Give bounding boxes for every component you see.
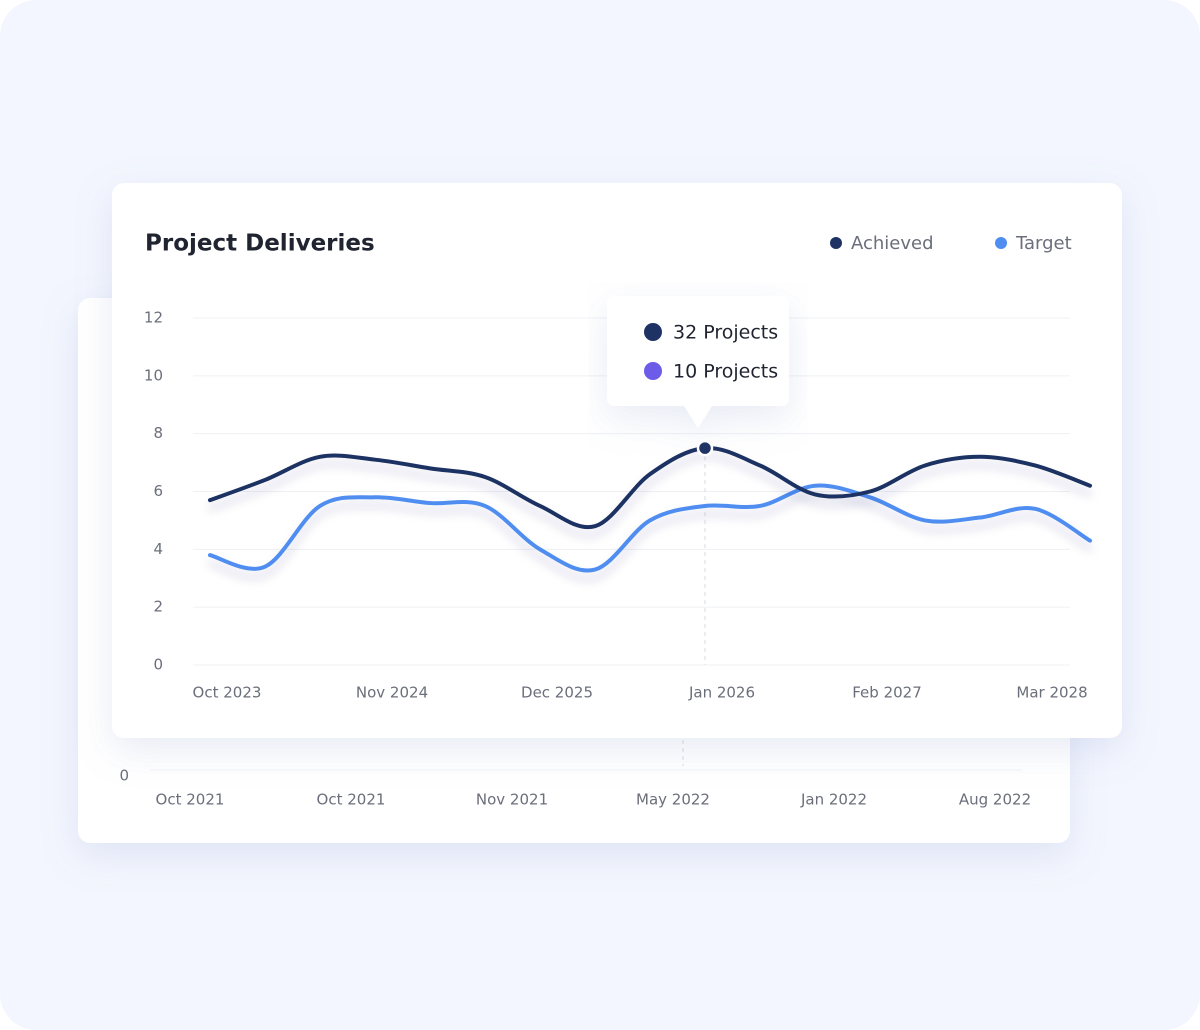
x-tick-label: Jan 2022 [800,791,867,809]
series-line [208,483,1092,573]
y-tick-label: 0 [119,767,129,785]
x-tick-label: Feb 2027 [852,684,922,702]
legend-label: Achieved [851,233,934,254]
tooltip-text: 10 Projects [673,361,778,383]
tooltip-dot [644,362,662,380]
x-tick-label: Oct 2021 [317,791,386,809]
y-tick-label: 0 [153,656,163,674]
x-tick-label: Dec 2025 [521,684,593,702]
tooltip-text: 32 Projects [673,322,778,344]
series-line [208,446,1092,530]
tooltip-dot [644,323,662,341]
hover-point [696,439,714,457]
legend-dot [830,237,842,249]
y-tick-label: 12 [144,309,163,327]
main-card: Project Deliveries 0 2 4 6 8 10 12 Oct 2023 Nov … [112,183,1122,738]
y-tick-label: 10 [144,366,163,384]
legend-label: Target [1015,233,1072,254]
x-tick-label: Jan 2026 [688,684,755,702]
legend-dot [995,237,1007,249]
x-tick-label: Nov 2024 [356,684,428,702]
y-tick-label: 8 [153,424,163,442]
x-tick-label: Nov 2021 [476,791,548,809]
x-tick-label: Aug 2022 [959,791,1031,809]
y-tick-label: 4 [153,540,163,558]
x-tick-label: Mar 2028 [1016,684,1087,702]
x-tick-label: Oct 2021 [156,791,225,809]
chart-title: Project Deliveries [145,231,375,257]
x-tick-label: Oct 2023 [193,684,262,702]
y-tick-label: 6 [153,482,163,500]
x-tick-label: May 2022 [636,791,710,809]
card [112,183,1122,738]
y-tick-label: 2 [153,598,163,616]
